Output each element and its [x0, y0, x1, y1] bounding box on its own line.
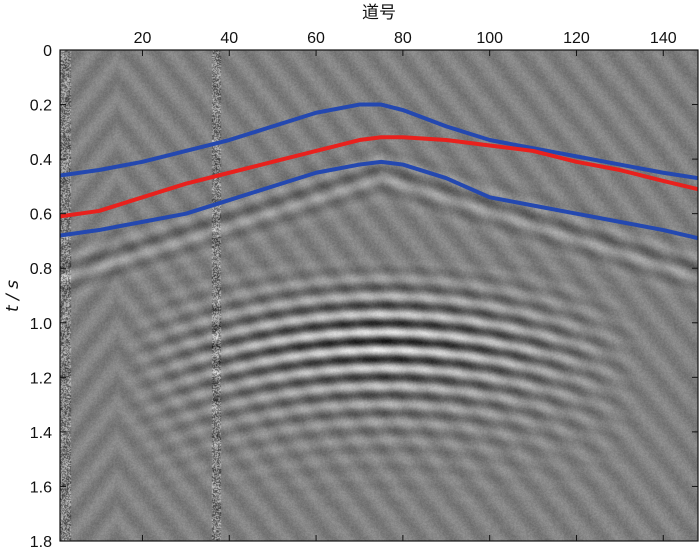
x-tick-label: 100	[476, 30, 503, 47]
y-tick-label: 0	[43, 43, 52, 60]
series-line-3	[60, 159, 698, 241]
plot-frame	[59, 49, 699, 542]
x-tick-label: 80	[394, 30, 412, 47]
seismic-background	[60, 50, 698, 541]
y-axis-title-group: t / s	[3, 280, 23, 312]
y-axis-title: t / s	[3, 280, 23, 312]
y-tick-label: 1.0	[30, 316, 52, 333]
y-tick-label: 0.2	[30, 98, 52, 115]
y-tick-label: 0.4	[30, 152, 52, 169]
y-tick-label: 0.8	[30, 261, 52, 278]
seismic-image	[60, 50, 698, 541]
x-tick-label: 40	[220, 30, 238, 47]
y-tick-label: 1.8	[30, 534, 52, 551]
x-tick-label: 140	[650, 30, 677, 47]
y-tick-label: 1.6	[30, 479, 52, 496]
x-tick-label: 20	[134, 30, 152, 47]
x-axis-title: 道号	[362, 3, 396, 23]
x-tick-label: 60	[307, 30, 325, 47]
x-tick-label: 120	[563, 30, 590, 47]
x-axis-ticks: 20 40 60 80 100 120 140	[134, 30, 677, 541]
y-axis-ticks: 0 0.2 0.4 0.6 0.8 1.0 1.2 1.4 1.6 1.8	[30, 43, 698, 551]
horizon-curves	[60, 102, 698, 241]
y-tick-label: 1.2	[30, 370, 52, 387]
series-line-1	[60, 102, 698, 181]
y-tick-label: 1.4	[30, 425, 52, 442]
series-line-2	[60, 135, 698, 219]
y-tick-label: 0.6	[30, 207, 52, 224]
